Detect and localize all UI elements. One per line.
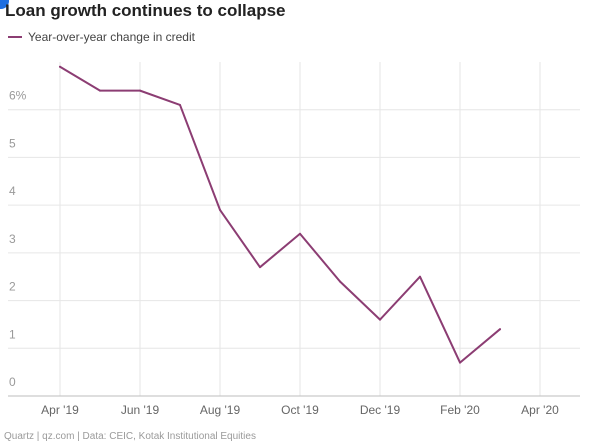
y-tick-label: 2 (9, 280, 16, 294)
data-point (179, 103, 181, 106)
data-point (259, 266, 261, 269)
y-tick-label: 5 (9, 136, 16, 150)
data-point (419, 275, 421, 278)
x-tick-label: Dec '19 (360, 403, 401, 417)
data-point (299, 232, 301, 235)
x-tick-label: Aug '19 (200, 403, 241, 417)
data-point (499, 328, 501, 331)
data-point (99, 89, 101, 92)
x-tick-label: Apr '20 (521, 403, 559, 417)
source-note: Quartz | qz.com | Data: CEIC, Kotak Inst… (4, 431, 256, 442)
data-point (339, 280, 341, 283)
data-point (379, 318, 381, 321)
y-tick-label: 6% (9, 89, 27, 103)
corner-badge (0, 0, 9, 9)
series-layer (59, 65, 501, 364)
data-point (59, 65, 61, 68)
legend-label: Year-over-year change in credit (28, 30, 195, 44)
x-tick-label: Feb '20 (440, 403, 480, 417)
tick-layer: 0 1 2 3 4 5 6% Apr '19 Jun '19 Aug '19 Oct '19 Dec … (9, 89, 559, 417)
x-tick-label: Jun '19 (121, 403, 160, 417)
legend: Year-over-year change in credit (8, 30, 195, 44)
legend-swatch (8, 36, 22, 38)
chart-title: Loan growth continues to collapse (5, 1, 286, 20)
y-tick-label: 4 (9, 184, 16, 198)
grid-layer (8, 62, 580, 396)
y-tick-label: 0 (9, 375, 16, 389)
data-point (459, 361, 461, 364)
x-tick-label: Oct '19 (281, 403, 319, 417)
data-point (219, 208, 221, 211)
y-tick-label: 1 (9, 327, 16, 341)
data-point (139, 89, 141, 92)
y-tick-label: 3 (9, 232, 16, 246)
series-line (59, 65, 501, 364)
x-tick-label: Apr '19 (41, 403, 79, 417)
